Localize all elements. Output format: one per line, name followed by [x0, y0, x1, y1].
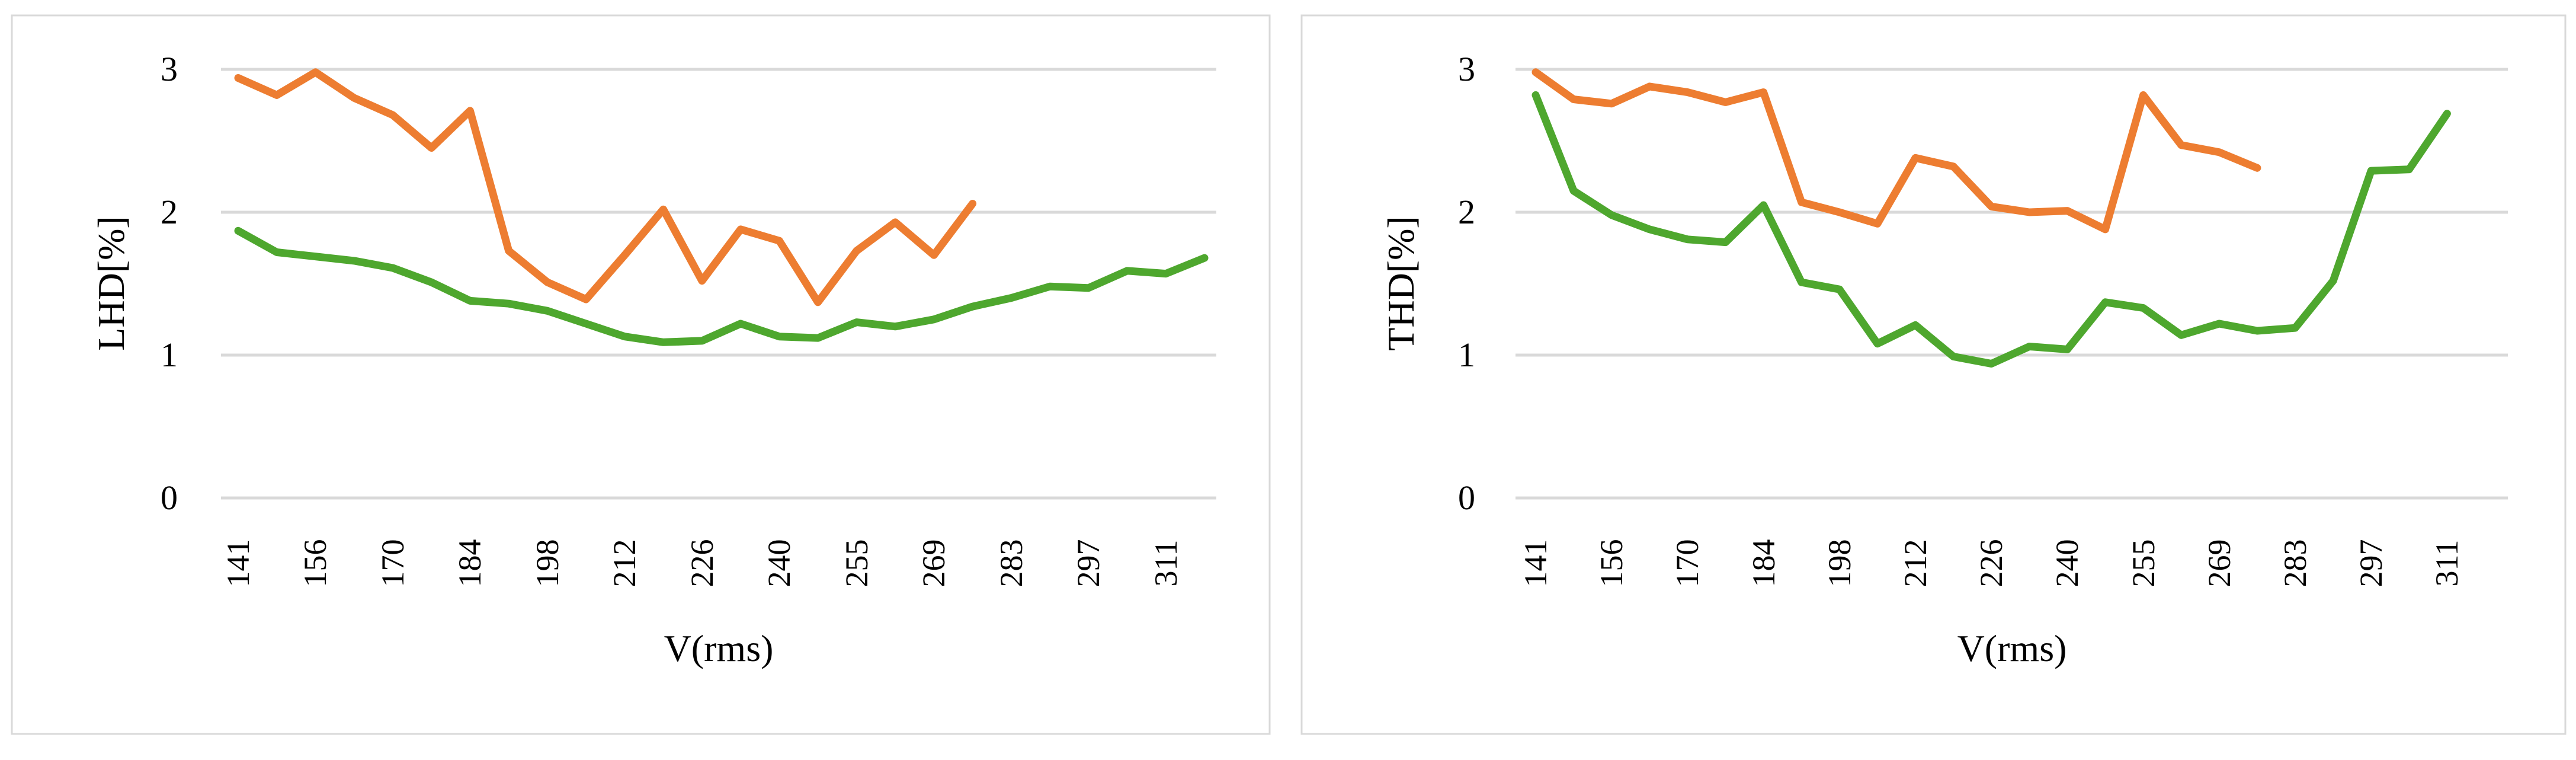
lhd-series-orange-line — [234, 68, 977, 306]
thd-x-tick-label: 311 — [2429, 539, 2465, 587]
thd-x-tick-label: 170 — [1670, 539, 1706, 587]
lhd-x-tick-label: 269 — [916, 539, 952, 587]
thd-x-tick-label: 226 — [1973, 539, 2010, 587]
lhd-x-tick-label: 141 — [220, 539, 256, 587]
thd-x-tick-label: 255 — [2125, 539, 2161, 587]
thd-x-tick-label: 297 — [2353, 539, 2389, 587]
lhd-x-tick-label: 212 — [607, 539, 643, 587]
lhd-y-tick-label: 3 — [161, 50, 178, 88]
thd-x-tick-label: 198 — [1821, 539, 1857, 587]
lhd-y-tick-label: 1 — [161, 336, 178, 374]
thd-x-tick-label: 240 — [2049, 539, 2085, 587]
thd-y-tick-label: 1 — [1458, 336, 1475, 374]
lhd-x-tick-label: 283 — [993, 539, 1029, 587]
lhd-x-axis-title: V(rms) — [664, 627, 774, 669]
thd-series-orange-line — [1531, 68, 2261, 234]
lhd-x-tick-label: 184 — [452, 539, 488, 587]
thd-x-tick-label: 283 — [2277, 539, 2313, 587]
thd-x-axis-title: V(rms) — [1957, 627, 2067, 669]
lhd-x-tick-label: 198 — [529, 539, 565, 587]
lhd-x-tick-label: 255 — [838, 539, 874, 587]
thd-x-tick-label: 156 — [1594, 539, 1630, 587]
thd-series-green-line — [1531, 91, 2451, 368]
lhd-x-tick-label: 240 — [761, 539, 797, 587]
lhd-y-tick-label: 0 — [161, 478, 178, 517]
lhd-series-green-line — [234, 226, 1209, 346]
lhd-x-tick-label: 170 — [374, 539, 411, 587]
lhd-x-tick-label: 311 — [1148, 539, 1184, 587]
lhd-panel-border — [11, 14, 1271, 735]
thd-y-tick-label: 0 — [1458, 478, 1475, 517]
lhd-x-tick-label: 226 — [684, 539, 720, 587]
thd-x-tick-label: 212 — [1898, 539, 1933, 587]
lhd-y-tick-label: 2 — [161, 193, 178, 231]
thd-x-tick-label: 141 — [1518, 539, 1553, 587]
thd-x-tick-label: 184 — [1745, 539, 1782, 587]
lhd-x-tick-label: 297 — [1071, 539, 1107, 587]
thd-y-tick-label: 2 — [1458, 193, 1475, 231]
thd-y-tick-label: 3 — [1458, 50, 1475, 88]
thd-panel-border — [1300, 14, 2567, 735]
lhd-x-tick-label: 156 — [297, 539, 334, 587]
thd-x-tick-label: 269 — [2201, 539, 2237, 587]
